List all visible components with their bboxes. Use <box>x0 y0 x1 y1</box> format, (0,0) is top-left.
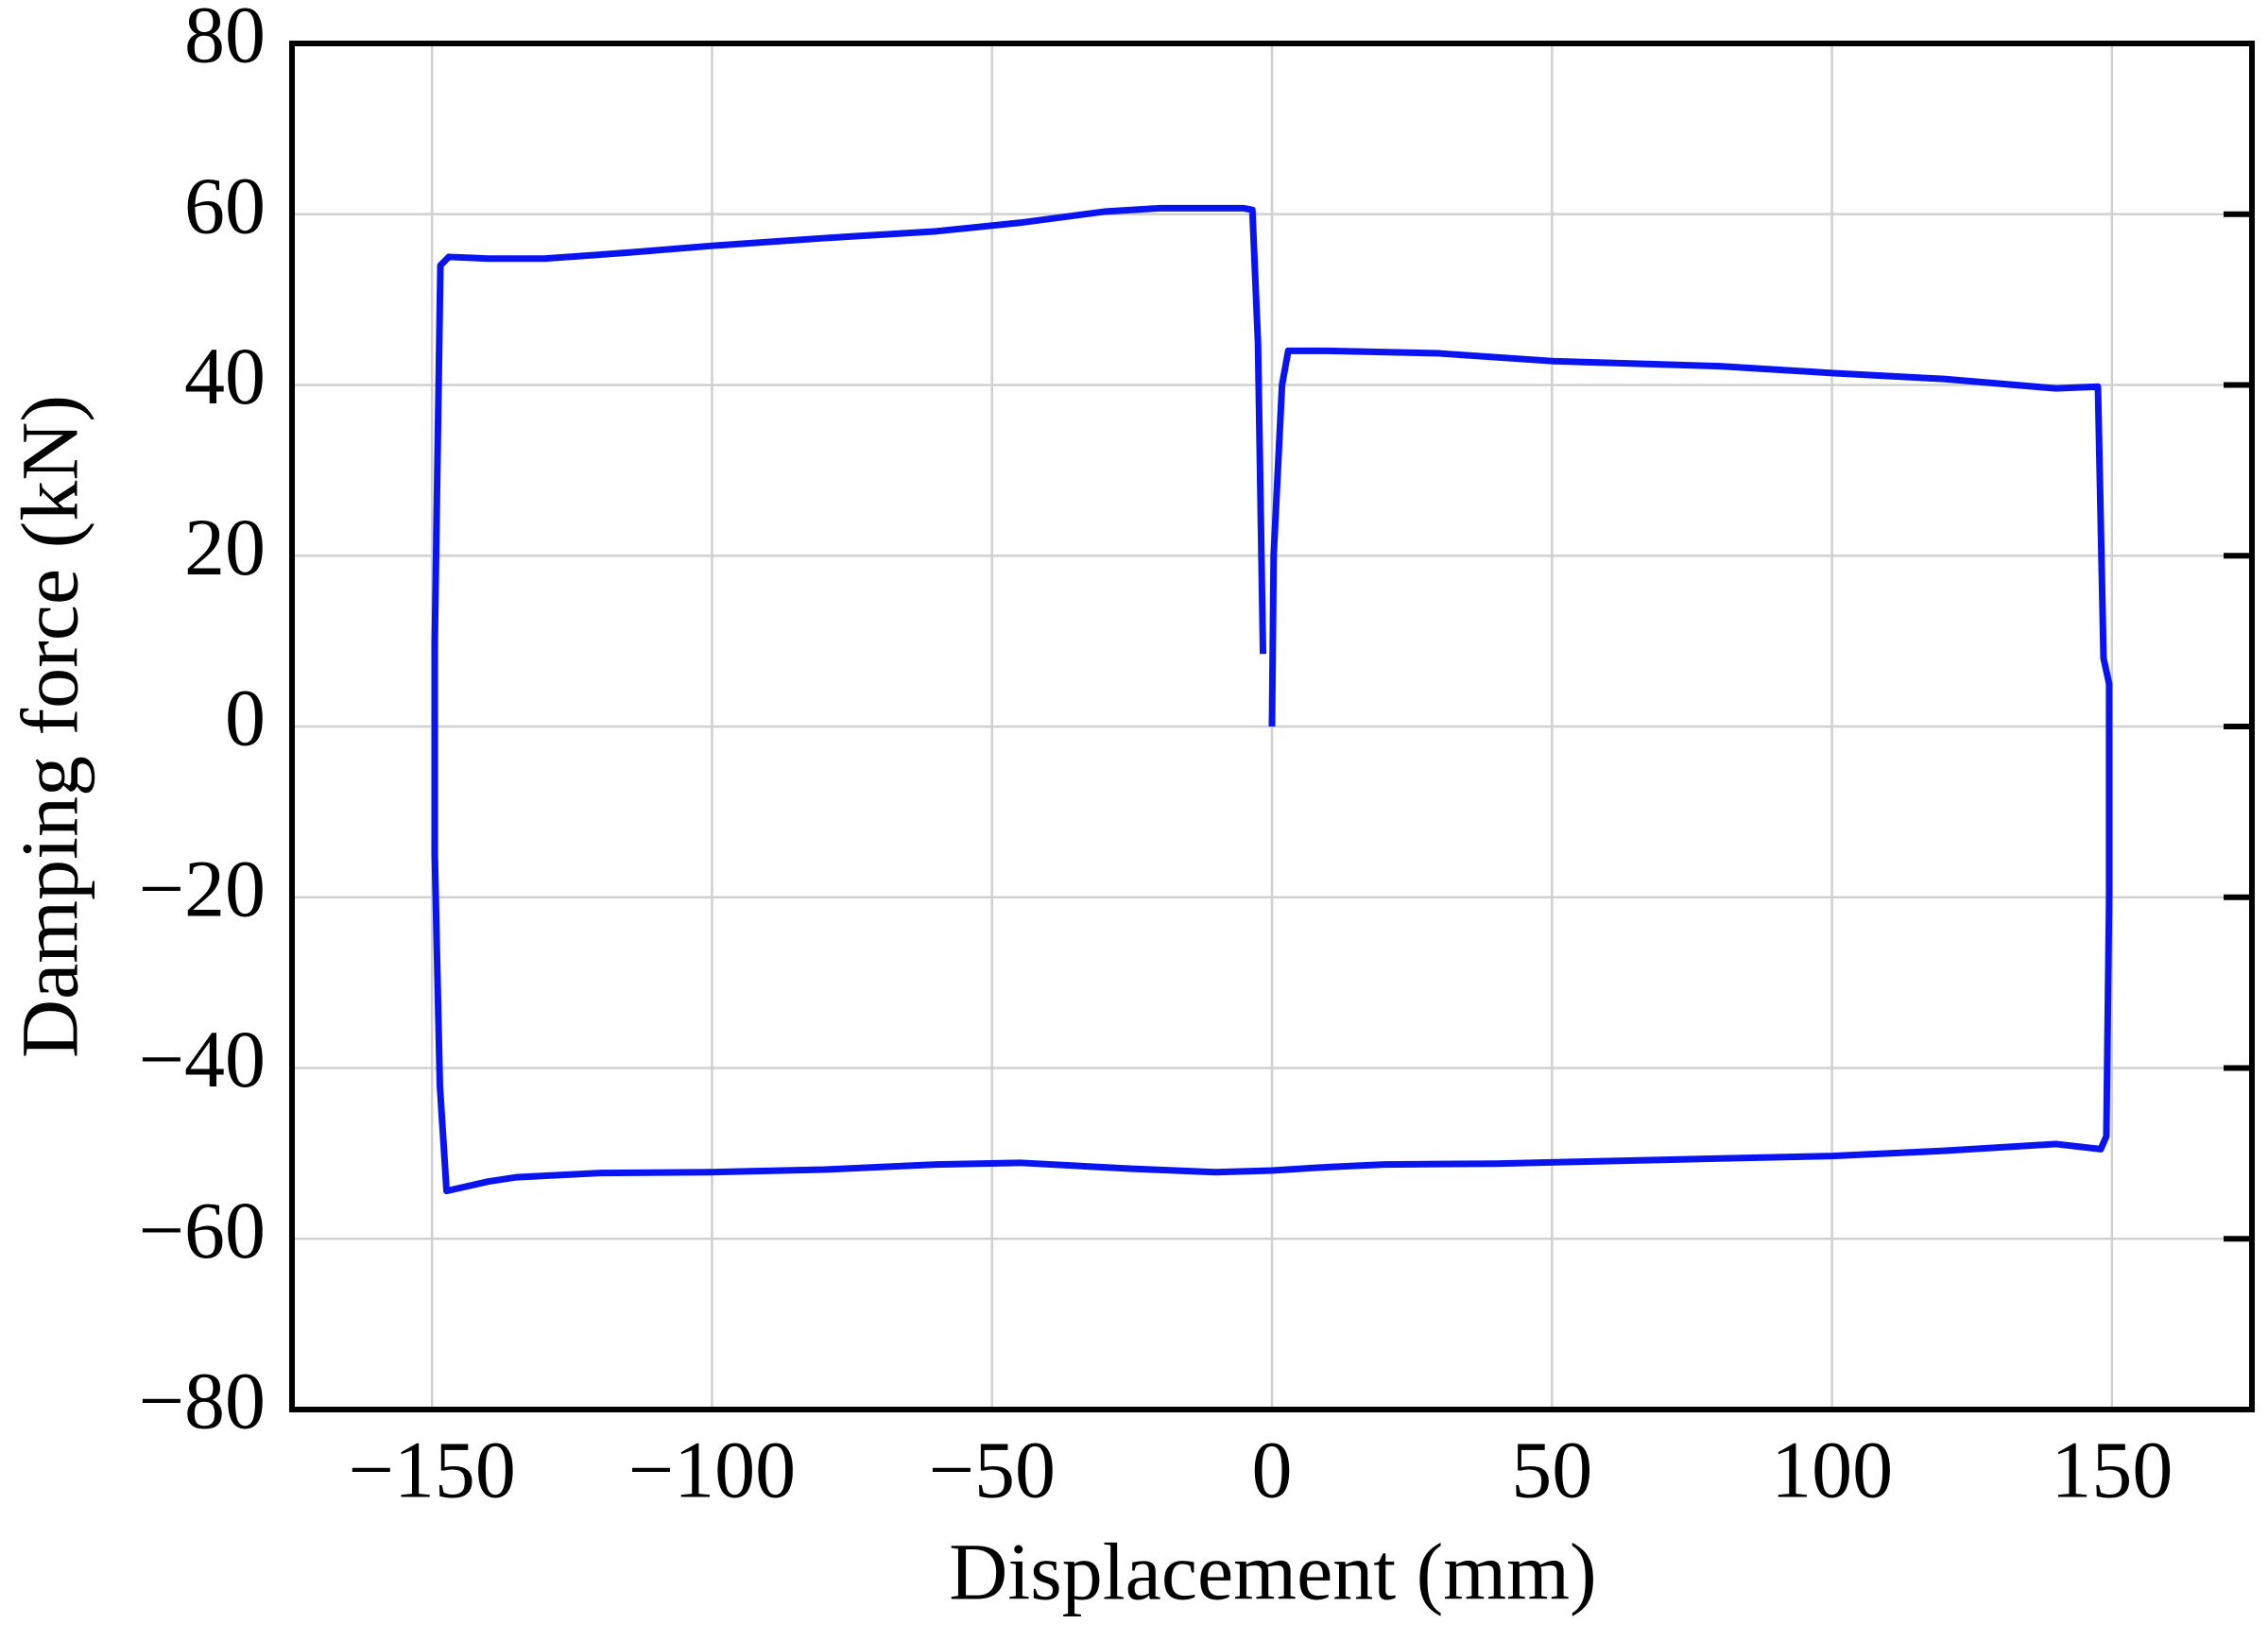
x-tick-label: 50 <box>1511 1425 1592 1515</box>
x-tick-label: 0 <box>1252 1425 1293 1515</box>
y-tick-label: 0 <box>225 673 266 763</box>
x-tick-label: 150 <box>2051 1425 2173 1515</box>
x-axis-label: Displacement (mm) <box>949 1527 1596 1617</box>
y-tick-label: −20 <box>138 843 266 933</box>
y-tick-label: 40 <box>184 331 266 421</box>
data-line <box>431 204 2113 1195</box>
y-axis-label: Damping force (kN) <box>5 395 95 1058</box>
y-tick-label: −80 <box>138 1356 266 1446</box>
x-tick-label: −50 <box>928 1425 1056 1515</box>
x-tick-label: 100 <box>1771 1425 1893 1515</box>
y-tick-label: 60 <box>184 160 266 250</box>
x-tick-label: −150 <box>348 1425 516 1515</box>
x-tick-label: −100 <box>628 1425 797 1515</box>
y-tick-label: 20 <box>184 502 266 592</box>
y-tick-label: −60 <box>138 1185 266 1275</box>
plot-frame <box>289 41 2255 1412</box>
y-tick-label: 80 <box>184 0 266 80</box>
y-tick-label: −40 <box>138 1014 266 1104</box>
